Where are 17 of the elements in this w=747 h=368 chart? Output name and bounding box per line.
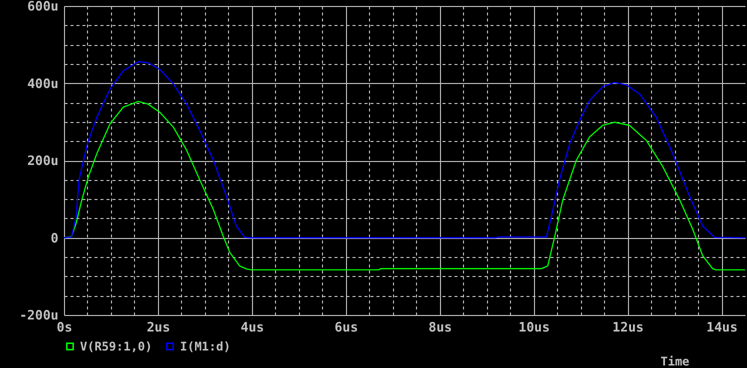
legend-label: V(R59:1,0)	[80, 339, 152, 354]
x-tick-label: 6us	[334, 320, 358, 336]
y-tick-label: 600u	[27, 0, 58, 14]
y-tick-label: 200u	[27, 154, 58, 169]
x-tick-label: 2us	[146, 320, 170, 336]
x-tick-label: 0s	[56, 320, 72, 336]
line-series	[63, 61, 746, 238]
y-tick-label: -200u	[19, 308, 58, 324]
legend-label: I(M1:d)	[180, 339, 231, 354]
x-tick-label: 14us	[706, 320, 738, 336]
x-tick-label: 10us	[518, 320, 550, 336]
x-axis-title: Time	[660, 354, 690, 368]
x-tick-label: 4us	[240, 320, 264, 336]
x-tick-label: 12us	[612, 320, 644, 336]
y-tick-label: 400u	[27, 76, 58, 92]
y-tick-label: 0	[50, 231, 59, 246]
x-tick-label: 8us	[428, 320, 452, 336]
